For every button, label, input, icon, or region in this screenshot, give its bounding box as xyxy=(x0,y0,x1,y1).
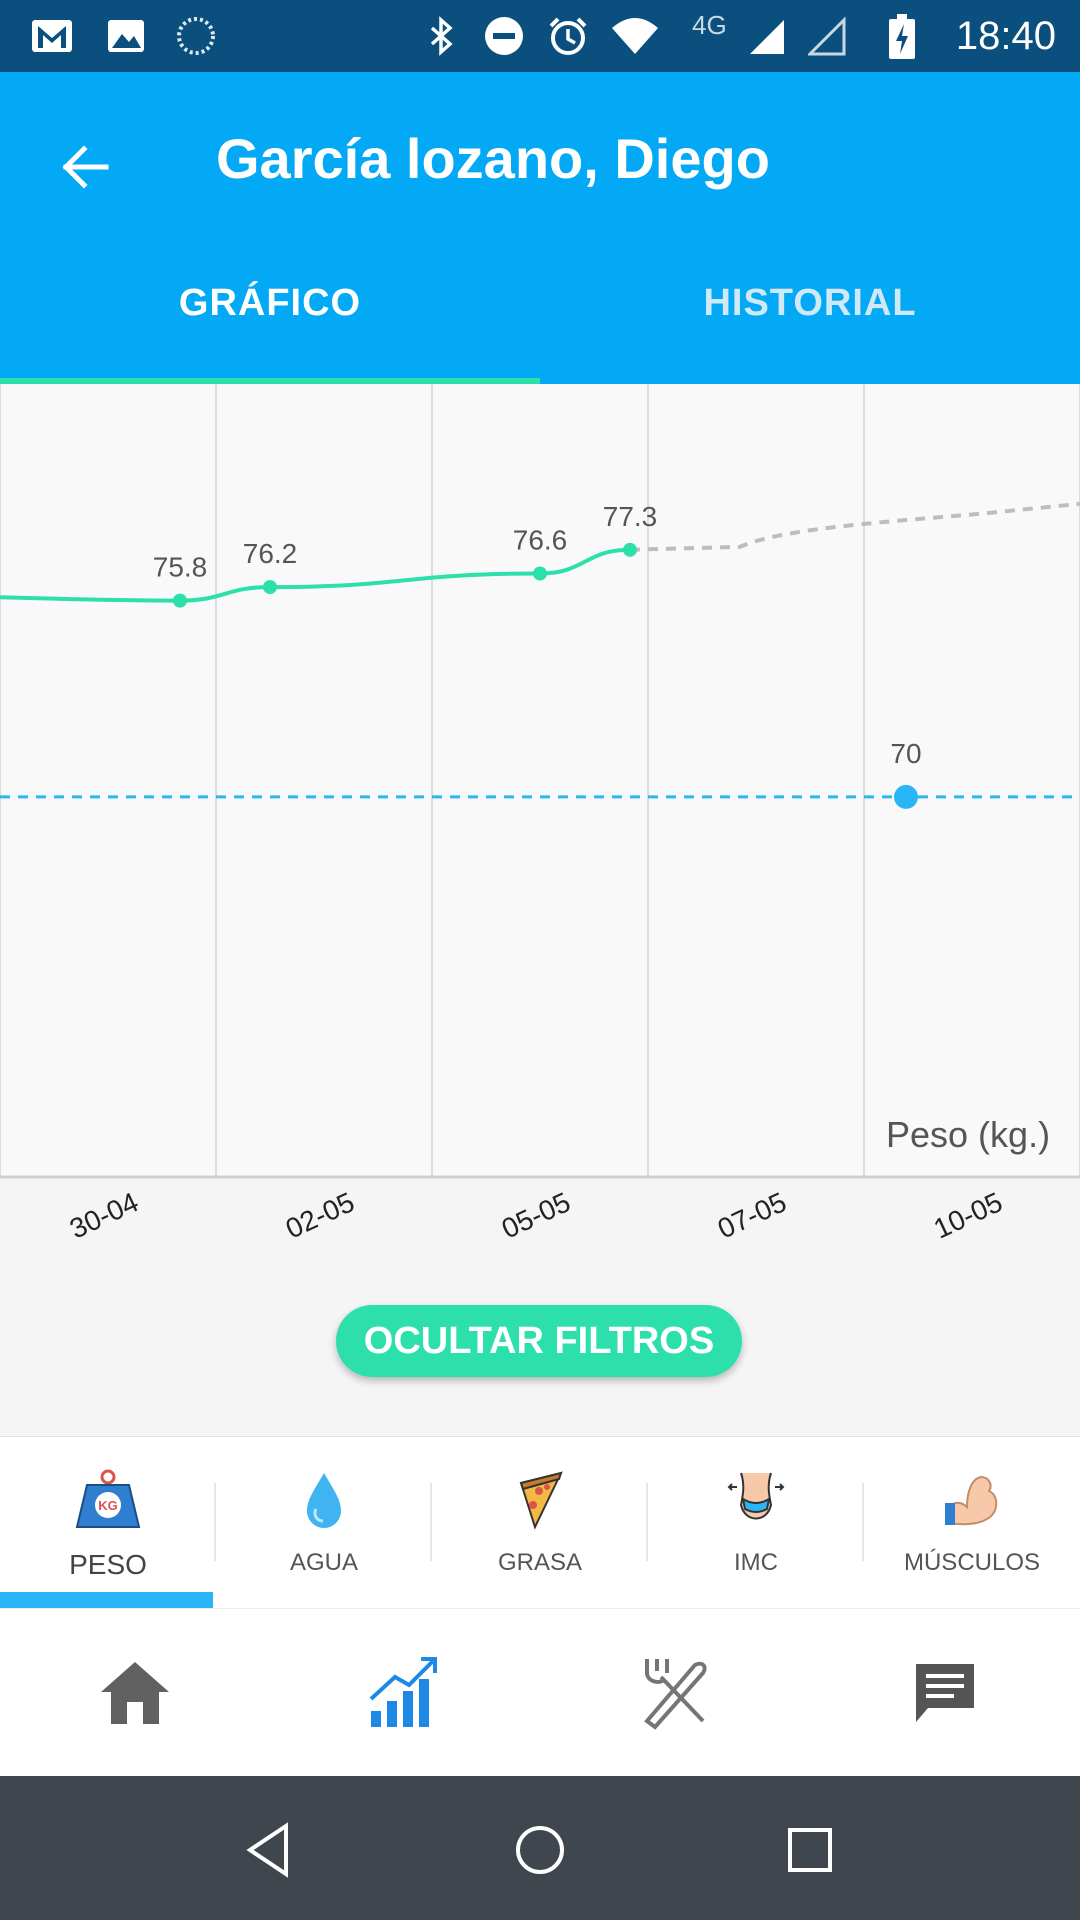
tab-historial[interactable]: HISTORIAL xyxy=(703,282,917,324)
network-type: 4G xyxy=(692,10,727,40)
metric-tab-imc[interactable]: IMC xyxy=(648,1437,864,1609)
x-tick-label: 10-05 xyxy=(929,1186,1007,1244)
pizza-slice-icon xyxy=(519,1471,563,1530)
nav-meals-button[interactable] xyxy=(635,1653,715,1733)
status-bar: 4G 18:40 xyxy=(0,0,1080,72)
message-icon xyxy=(916,1664,974,1722)
x-tick-label: 07-05 xyxy=(713,1186,791,1244)
fork-knife-icon xyxy=(644,1659,707,1730)
active-tab-indicator xyxy=(0,378,540,384)
gmail-icon xyxy=(32,20,72,52)
metric-label-peso: PESO xyxy=(69,1549,147,1580)
waist-measure-icon xyxy=(727,1472,785,1520)
dnd-icon xyxy=(485,17,523,55)
bluetooth-icon xyxy=(430,16,453,56)
metric-divider xyxy=(430,1483,432,1561)
svg-text:KG: KG xyxy=(98,1498,118,1513)
x-tick-label: 05-05 xyxy=(497,1186,575,1244)
metric-divider xyxy=(646,1483,648,1561)
battery-charging-icon xyxy=(889,14,915,59)
status-time: 18:40 xyxy=(955,14,1056,58)
metric-tab-grasa[interactable]: GRASA xyxy=(432,1437,648,1609)
home-circle-icon[interactable] xyxy=(508,1818,572,1882)
target-value-label: 70 xyxy=(890,738,921,769)
back-button[interactable] xyxy=(50,132,120,202)
nav-home-button[interactable] xyxy=(95,1653,175,1733)
projection-line xyxy=(629,501,1080,552)
metric-divider xyxy=(214,1483,216,1561)
data-value-label: 77.3 xyxy=(603,501,658,532)
water-drop-icon xyxy=(307,1473,341,1528)
weight-chart: 75.8 76.2 76.6 77.3 70 30-04 02-05 05-05 07-05 1… xyxy=(0,384,1080,1254)
signal-empty-icon xyxy=(808,16,846,56)
chart-canvas: 75.8 76.2 76.6 77.3 70 30-04 02-05 05-05 07-05 1… xyxy=(0,384,1080,1245)
weight-data-point[interactable] xyxy=(533,566,547,581)
back-triangle-icon[interactable] xyxy=(238,1818,302,1882)
x-tick-label: 02-05 xyxy=(281,1186,359,1244)
data-value-label: 76.6 xyxy=(513,525,568,556)
metric-divider xyxy=(862,1483,864,1561)
data-value-label: 75.8 xyxy=(153,552,208,583)
weight-kg-icon: KG xyxy=(75,1469,141,1528)
weight-data-point[interactable] xyxy=(263,580,277,595)
recents-square-icon[interactable] xyxy=(778,1818,842,1882)
app-bar: García lozano, Diego GRÁFICO HISTORIAL xyxy=(0,72,1080,384)
flexed-biceps-icon xyxy=(945,1475,998,1526)
tab-grafico[interactable]: GRÁFICO xyxy=(178,282,362,324)
system-nav-bar xyxy=(0,1776,1080,1920)
hide-filters-button[interactable]: OCULTAR FILTROS xyxy=(336,1305,742,1377)
metric-label-grasa: GRASA xyxy=(497,1549,583,1576)
sync-icon xyxy=(177,17,215,55)
home-icon xyxy=(101,1662,169,1724)
signal-icon xyxy=(750,20,784,54)
bottom-nav xyxy=(0,1608,1080,1777)
metric-tab-peso[interactable]: KG PESO xyxy=(0,1437,216,1609)
chart-growth-icon xyxy=(369,1657,437,1727)
metric-label-musculos: MÚSCULOS xyxy=(903,1549,1041,1576)
arrow-left-icon xyxy=(62,145,109,189)
nav-progress-button[interactable] xyxy=(365,1653,445,1733)
weight-series-line xyxy=(0,547,631,603)
nav-messages-button[interactable] xyxy=(905,1653,985,1733)
metric-label-agua: AGUA xyxy=(289,1549,358,1576)
metric-selector: KG PESO AGUA GRASA IMC xyxy=(0,1436,1080,1609)
metric-label-imc: IMC xyxy=(734,1549,778,1576)
page-title: García lozano, Diego xyxy=(216,127,770,190)
weight-data-point[interactable] xyxy=(623,542,637,557)
chart-plot-background xyxy=(0,384,1080,1176)
metric-tab-agua[interactable]: AGUA xyxy=(216,1437,432,1609)
chart-unit-label: Peso (kg.) xyxy=(886,1114,1051,1155)
weight-data-point[interactable] xyxy=(173,593,187,608)
metric-tab-musculos[interactable]: MÚSCULOS xyxy=(864,1437,1080,1609)
alarm-icon xyxy=(549,17,587,55)
target-point[interactable] xyxy=(894,784,918,809)
wifi-icon xyxy=(612,18,658,54)
x-tick-label: 30-04 xyxy=(65,1186,143,1244)
gallery-icon xyxy=(108,20,144,52)
data-value-label: 76.2 xyxy=(243,538,298,569)
active-metric-indicator xyxy=(0,1592,213,1608)
